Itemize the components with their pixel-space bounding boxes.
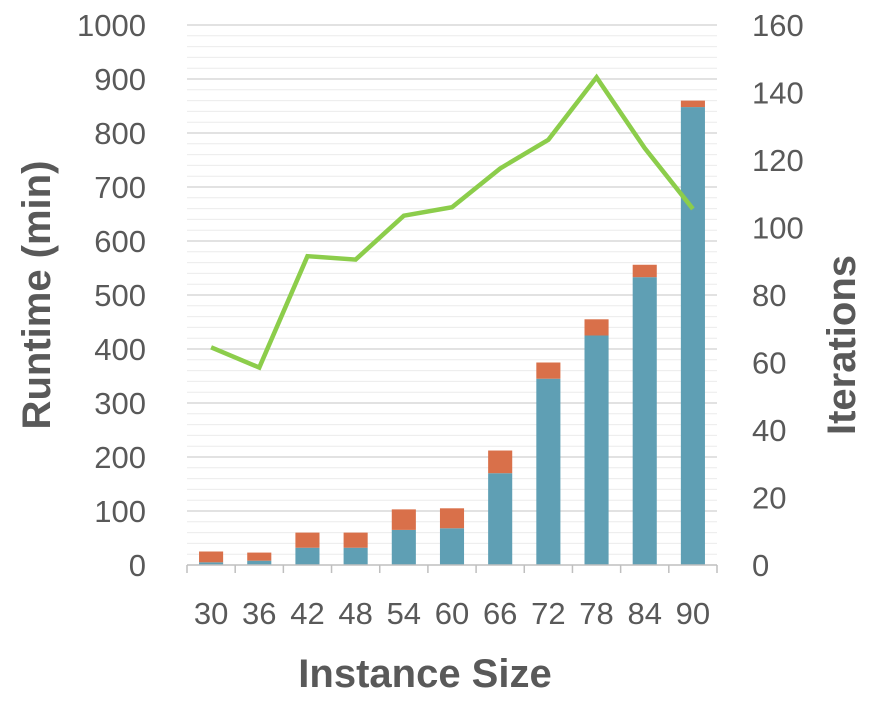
- iterations-line-path: [210, 73, 695, 371]
- x-tick-label: 66: [483, 596, 517, 631]
- y-left-tick-label: 0: [129, 548, 146, 583]
- y-right-tick-label: 80: [752, 278, 786, 313]
- y-right-tick-label: 60: [752, 346, 786, 381]
- x-tick-marks: [186, 565, 718, 573]
- bar-segment-2-66: [488, 450, 513, 474]
- bar-segment-1-90: [680, 107, 705, 565]
- y-right-tick-label: 100: [752, 211, 804, 246]
- x-tick-label: 48: [338, 596, 372, 631]
- y-axis-right-tick-labels: 0 20 40 60 80 100 120 140 160: [752, 8, 804, 583]
- x-tick-label: 90: [676, 596, 710, 631]
- bar-segment-1-42: [295, 547, 320, 565]
- x-tick-label: 30: [194, 596, 228, 631]
- y-left-tick-label: 400: [94, 332, 146, 367]
- bar-segment-2-72: [536, 362, 561, 379]
- x-tick-label: 54: [387, 596, 421, 631]
- bar-segment-1-78: [584, 335, 609, 565]
- y-left-tick-label: 600: [94, 224, 146, 259]
- bar-segment-2-84: [632, 264, 657, 278]
- bar-segment-2-78: [584, 319, 609, 336]
- y-left-tick-label: 500: [94, 278, 146, 313]
- bar-segment-1-66: [488, 473, 513, 565]
- x-axis-tick-labels: 30 36 42 48 54 60 66 72 78 84 90: [194, 596, 710, 631]
- y-right-tick-label: 40: [752, 413, 786, 448]
- y-left-tick-label: 700: [94, 170, 146, 205]
- bar-segment-2-48: [343, 532, 368, 548]
- gridlines: [187, 24, 717, 555]
- y-left-tick-label: 900: [94, 62, 146, 97]
- y-axis-right-title: Iterations: [820, 255, 864, 435]
- bar-segment-1-60: [439, 528, 465, 565]
- x-tick-label: 78: [579, 596, 613, 631]
- iterations-line: [210, 73, 695, 371]
- bar-segment-2-42: [295, 532, 320, 548]
- bar-segment-2-30: [199, 551, 224, 563]
- y-right-tick-label: 120: [752, 143, 804, 178]
- bar-segment-2-60: [439, 508, 465, 529]
- y-axis-left-tick-labels: 0 100 200 300 400 500 600 700 800 900 1000: [77, 8, 146, 583]
- y-right-tick-label: 140: [752, 76, 804, 111]
- y-left-tick-label: 100: [94, 494, 146, 529]
- y-right-tick-label: 20: [752, 481, 786, 516]
- x-axis-title: Instance Size: [298, 652, 551, 696]
- bar-segment-2-54: [391, 509, 416, 530]
- bar-segment-1-54: [391, 529, 416, 565]
- bar-segment-1-72: [536, 378, 561, 565]
- y-left-tick-label: 300: [94, 386, 146, 421]
- bar-segment-2-36: [247, 552, 272, 561]
- bar-segment-1-30: [199, 562, 224, 565]
- y-left-tick-label: 1000: [77, 8, 146, 43]
- bar-segment-2-90: [680, 100, 705, 108]
- y-axis-left-title: Runtime (min): [15, 161, 59, 430]
- x-tick-label: 84: [627, 596, 661, 631]
- bar-segment-1-84: [632, 277, 657, 565]
- x-tick-label: 60: [435, 596, 469, 631]
- bars: [199, 100, 705, 565]
- bar-segment-1-36: [247, 560, 272, 565]
- y-right-tick-label: 0: [752, 548, 769, 583]
- bar-segment-1-48: [343, 547, 368, 565]
- x-tick-label: 42: [290, 596, 324, 631]
- y-left-tick-label: 200: [94, 440, 146, 475]
- x-tick-label: 72: [531, 596, 565, 631]
- x-tick-label: 36: [242, 596, 276, 631]
- y-right-tick-label: 160: [752, 8, 804, 43]
- y-left-tick-label: 800: [94, 116, 146, 151]
